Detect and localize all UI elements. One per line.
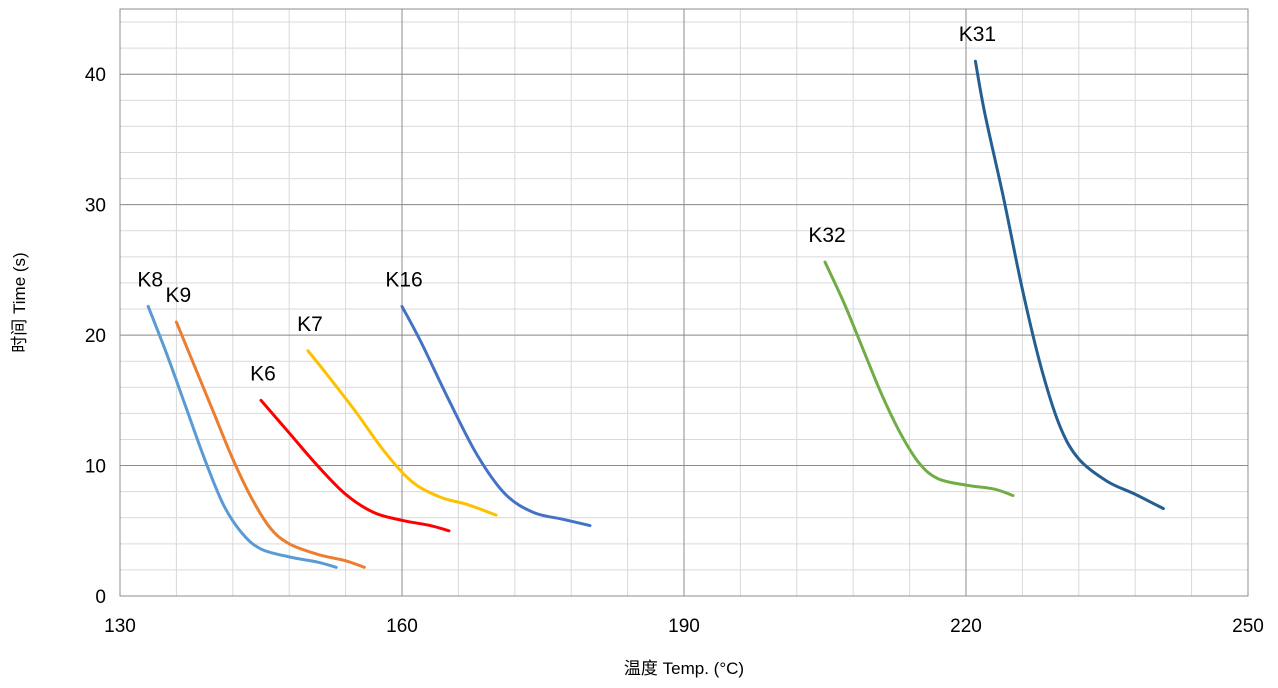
series-label-k31: K31 (959, 23, 996, 46)
series-label-k8: K8 (137, 268, 163, 291)
x-axis-tick-labels: 130 160 190 220 250 (104, 616, 1264, 637)
y-tick-label: 10 (85, 457, 106, 478)
y-tick-label: 30 (85, 196, 106, 217)
y-axis-tick-labels: 0 10 20 30 40 (85, 65, 106, 608)
x-tick-label: 250 (1232, 616, 1264, 637)
series-label-k9: K9 (166, 284, 192, 307)
series-label-k16: K16 (385, 268, 422, 291)
x-tick-label: 220 (950, 616, 982, 637)
x-tick-label: 190 (668, 616, 700, 637)
x-axis-title: 温度 Temp. (°C) (624, 659, 744, 678)
y-axis-title: 时间 Time (s) (10, 252, 29, 352)
y-tick-label: 20 (85, 326, 106, 347)
series-line-k6 (259, 398, 451, 533)
series-line-k32 (823, 260, 1015, 498)
y-tick-label: 0 (95, 587, 106, 608)
y-tick-label: 40 (85, 65, 106, 86)
series-line-k7 (306, 349, 498, 517)
series-label-k7: K7 (297, 313, 323, 336)
plot-area-border (119, 8, 1249, 597)
series-lines (146, 59, 1165, 569)
series-line-k8 (146, 304, 338, 569)
series-label-k32: K32 (808, 224, 845, 247)
series-line-k16 (400, 304, 592, 528)
plot-border (119, 8, 1249, 597)
x-tick-label: 160 (386, 616, 418, 637)
series-line-k31 (973, 59, 1165, 511)
x-tick-label: 130 (104, 616, 136, 637)
series-label-k6: K6 (250, 362, 276, 385)
series-line-k9 (174, 320, 366, 569)
